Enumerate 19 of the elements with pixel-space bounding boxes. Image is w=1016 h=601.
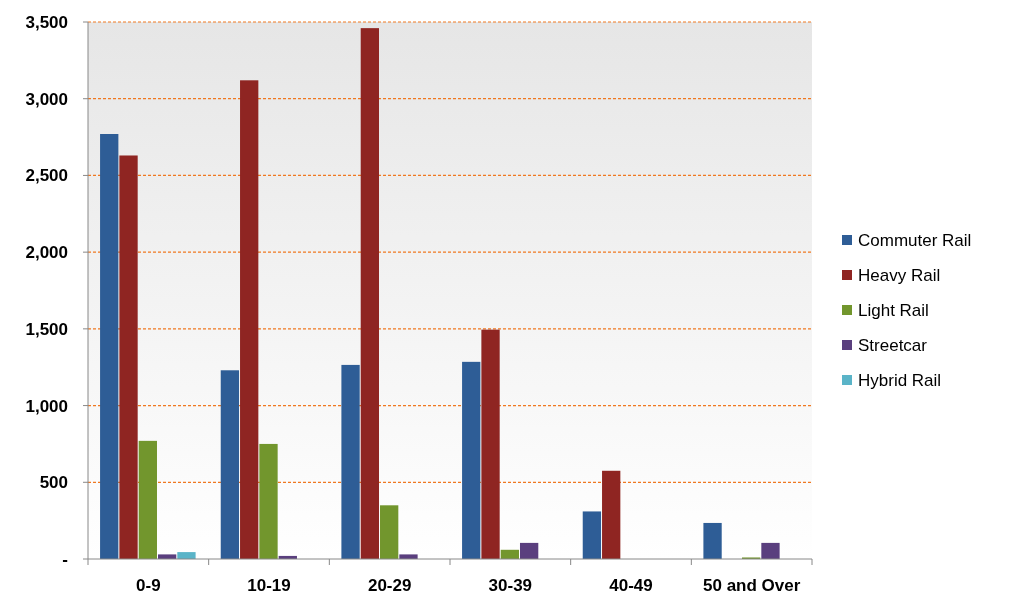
y-tick-label: 2,000	[25, 243, 68, 263]
y-tick-label: 1,500	[25, 319, 68, 339]
y-tick-label: 3,000	[25, 89, 68, 109]
y-tick-label: 500	[39, 473, 68, 493]
x-tick-label: 30-39	[488, 576, 533, 595]
legend-label: Streetcar	[858, 335, 928, 355]
legend-label: Light Rail	[858, 300, 929, 320]
y-tick-label: 2,500	[25, 166, 68, 186]
x-tick-label: 50 and Over	[703, 576, 801, 595]
y-tick-label: 3,500	[25, 12, 68, 32]
x-tick-label: 40-49	[609, 576, 653, 595]
legend-label: Heavy Rail	[858, 265, 941, 285]
y-tick-label: 1,000	[25, 396, 68, 416]
y-tick-label: -	[62, 549, 68, 569]
legend-label: Hybrid Rail	[858, 370, 942, 390]
x-tick-label: 20-29	[367, 576, 412, 595]
x-tick-label: 10-19	[247, 576, 291, 595]
legend-label: Commuter Rail	[858, 230, 972, 250]
x-tick-label: 0-9	[136, 576, 161, 595]
